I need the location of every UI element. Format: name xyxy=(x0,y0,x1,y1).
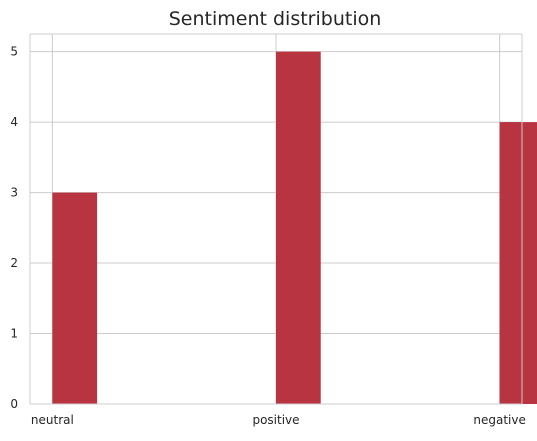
bar-negative xyxy=(499,122,537,404)
y-tick-label-4: 4 xyxy=(10,115,18,129)
y-tick-label-2: 2 xyxy=(10,256,18,270)
bars xyxy=(52,51,537,404)
x-tick-label-2: negative xyxy=(473,413,525,427)
y-axis-ticks: 0 1 2 3 4 5 xyxy=(10,45,18,411)
plot-area-frame xyxy=(29,33,523,405)
y-tick-label-0: 0 xyxy=(10,397,18,411)
x-axis-ticks: neutral positive negative xyxy=(31,413,526,427)
chart-title: Sentiment distribution xyxy=(169,8,382,30)
bar-positive xyxy=(276,51,321,404)
y-tick-label-5: 5 xyxy=(10,45,18,59)
x-tick-label-1: positive xyxy=(252,413,299,427)
x-tick-label-0: neutral xyxy=(31,413,74,427)
bar-neutral xyxy=(52,192,98,404)
y-tick-label-3: 3 xyxy=(10,186,18,200)
y-tick-label-1: 1 xyxy=(10,327,18,341)
